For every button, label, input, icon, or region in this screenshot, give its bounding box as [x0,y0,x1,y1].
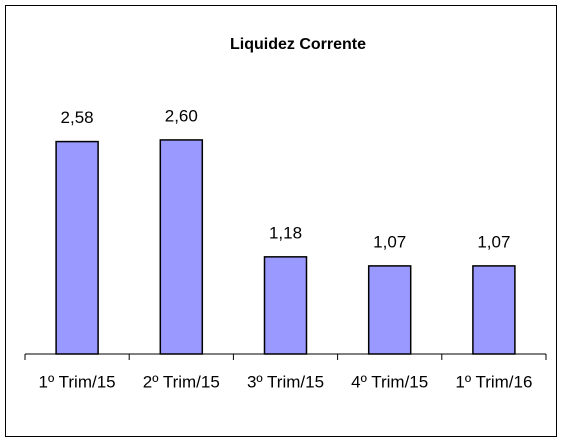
bar [367,265,412,355]
data-label: 2,60 [165,106,198,125]
data-label: 1,18 [269,223,302,242]
bar [263,256,308,355]
data-label: 1,07 [373,232,406,251]
x-tick-label: 1º Trim/15 [39,372,116,391]
chart-title: Liquidez Corrente [230,36,366,53]
x-tick-label: 1º Trim/16 [455,372,532,391]
x-tick-label: 3º Trim/15 [247,372,324,391]
data-label: 2,58 [61,108,94,127]
bar [55,140,99,355]
data-label: 1,07 [477,232,510,251]
bar [472,265,516,355]
bar [159,139,204,355]
x-tick-label: 4º Trim/15 [351,372,428,391]
x-tick-label: 2º Trim/15 [143,372,220,391]
